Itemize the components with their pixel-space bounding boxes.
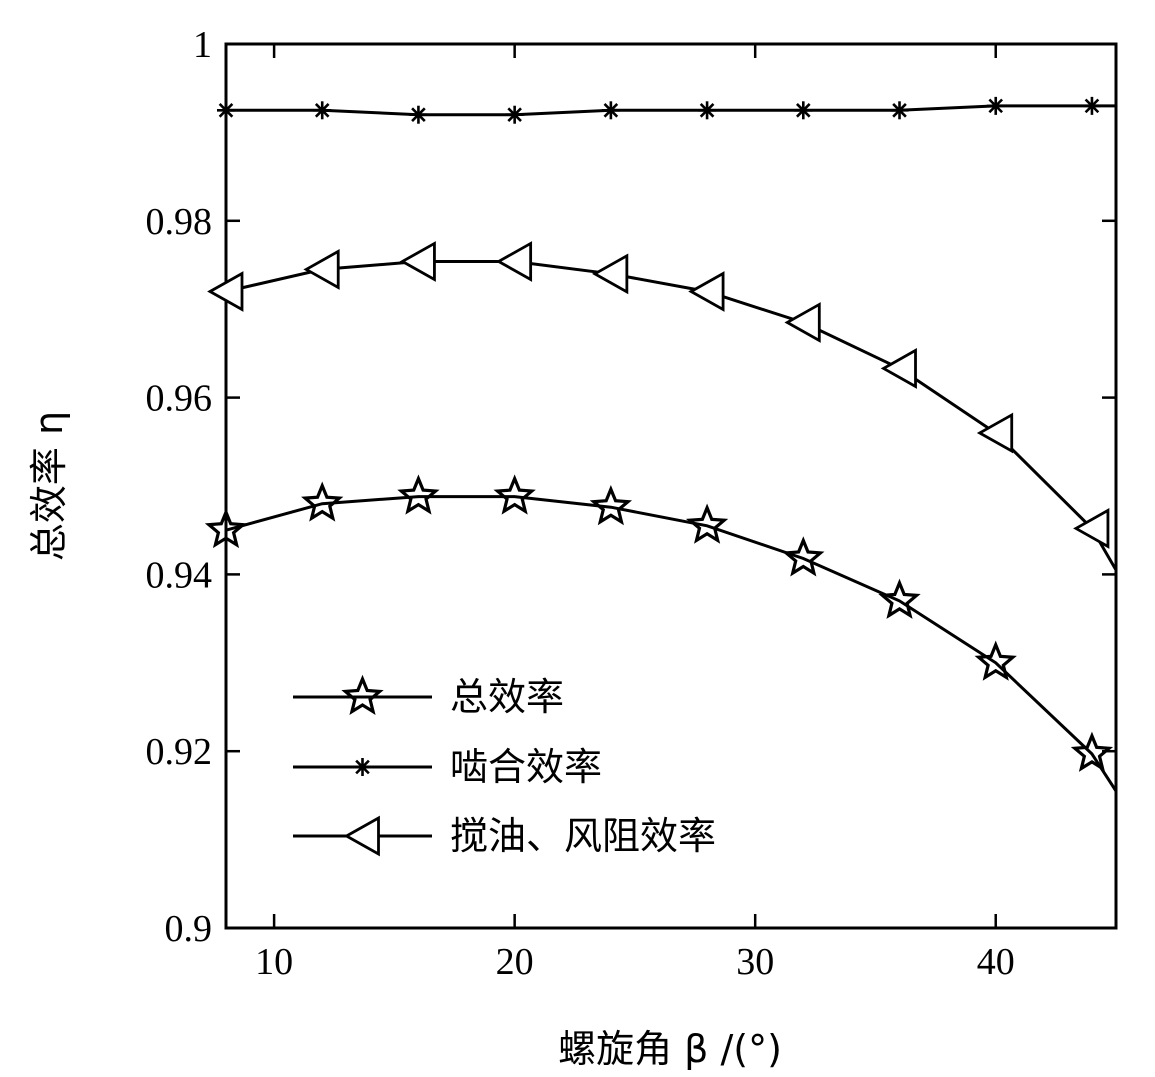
data-point: [495, 241, 533, 282]
y-tick-label: 0.98: [146, 201, 213, 243]
triangle-marker: [592, 253, 629, 295]
asterisk-marker: [505, 105, 524, 124]
triangle-marker: [880, 348, 917, 389]
series-layer: [204, 96, 1118, 792]
data-point: [505, 105, 524, 124]
y-tick-label: 0.96: [146, 378, 213, 420]
triangle-marker: [399, 241, 436, 282]
data-point: [890, 101, 909, 120]
asterisk-marker: [313, 101, 332, 120]
series-line: [225, 260, 1118, 571]
x-axis-title: 螺旋角 β /(°): [558, 1027, 782, 1071]
legend-label: 啮合效率: [450, 745, 602, 789]
triangle-marker: [343, 815, 380, 857]
data-point: [493, 474, 536, 515]
series-1: [204, 474, 1118, 792]
star-marker: [685, 503, 729, 544]
plot-border: [224, 42, 1118, 930]
asterisk-marker: [890, 101, 909, 120]
data-point: [592, 253, 629, 295]
data-point: [397, 474, 440, 515]
star-marker: [782, 536, 825, 577]
legend-entry: 搅油、风阻效率: [293, 814, 716, 858]
triangle-marker: [688, 271, 725, 312]
asterisk-marker: [986, 96, 1005, 115]
star-marker: [301, 481, 344, 522]
data-point: [976, 412, 1014, 454]
x-tick-label: 20: [496, 941, 534, 983]
data-point: [217, 101, 235, 120]
data-point: [685, 503, 729, 544]
data-point: [1082, 96, 1101, 115]
asterisk-marker: [698, 101, 717, 120]
data-point: [794, 101, 813, 120]
star-marker: [204, 507, 248, 549]
x-tick-label: 40: [977, 941, 1015, 983]
series-3: [207, 241, 1118, 571]
asterisk-marker: [217, 101, 235, 120]
asterisk-marker: [353, 758, 372, 776]
star-marker: [493, 474, 536, 515]
triangle-marker: [1073, 508, 1110, 549]
asterisk-marker: [794, 101, 813, 120]
y-tick-label: 1: [193, 24, 212, 66]
y-tick-label: 0.9: [165, 908, 213, 950]
star-marker: [1070, 731, 1114, 772]
data-point: [399, 241, 436, 282]
triangle-marker: [784, 302, 821, 343]
x-tick-label: 30: [736, 941, 774, 983]
data-point: [878, 578, 921, 619]
triangle-marker: [976, 412, 1014, 454]
series-line: [226, 104, 1116, 117]
data-point: [782, 536, 825, 577]
asterisk-marker: [1082, 96, 1101, 115]
star-marker: [341, 674, 384, 715]
x-tick-label: 10: [255, 941, 293, 983]
triangle-marker: [495, 241, 533, 282]
legend-label: 总效率: [450, 675, 564, 719]
asterisk-marker: [409, 105, 428, 124]
data-point: [313, 101, 332, 120]
asterisk-marker: [601, 101, 620, 120]
legend-label: 搅油、风阻效率: [450, 814, 716, 858]
data-point: [207, 271, 244, 312]
data-point: [1073, 508, 1110, 549]
data-point: [974, 640, 1017, 681]
axis-ticks: 10 20 30 40 0.9 0.92 0.94 0.96 0.98 1: [146, 24, 1116, 983]
triangle-marker: [207, 271, 244, 312]
data-point: [409, 105, 428, 124]
data-point: [589, 484, 633, 526]
legend-entry: 啮合效率: [293, 745, 602, 789]
data-point: [698, 101, 717, 120]
data-point: [301, 481, 344, 522]
series-line: [225, 495, 1118, 792]
star-marker: [397, 474, 440, 515]
data-point: [986, 96, 1005, 115]
data-point: [204, 507, 248, 549]
data-point: [303, 249, 340, 290]
legend-entry: 总效率: [293, 674, 564, 719]
star-marker: [974, 640, 1017, 681]
data-point: [688, 271, 725, 312]
data-point: [601, 101, 620, 120]
y-axis-title: 总效率 η: [27, 411, 71, 561]
y-tick-label: 0.94: [146, 554, 213, 596]
y-tick-label: 0.92: [146, 731, 213, 773]
data-point: [784, 302, 821, 343]
triangle-marker: [303, 249, 340, 290]
data-point: [880, 348, 917, 389]
star-marker: [589, 484, 633, 526]
star-marker: [878, 578, 921, 619]
series-2: [217, 96, 1116, 124]
data-point: [1070, 731, 1114, 772]
plot-frame: [224, 42, 1118, 930]
